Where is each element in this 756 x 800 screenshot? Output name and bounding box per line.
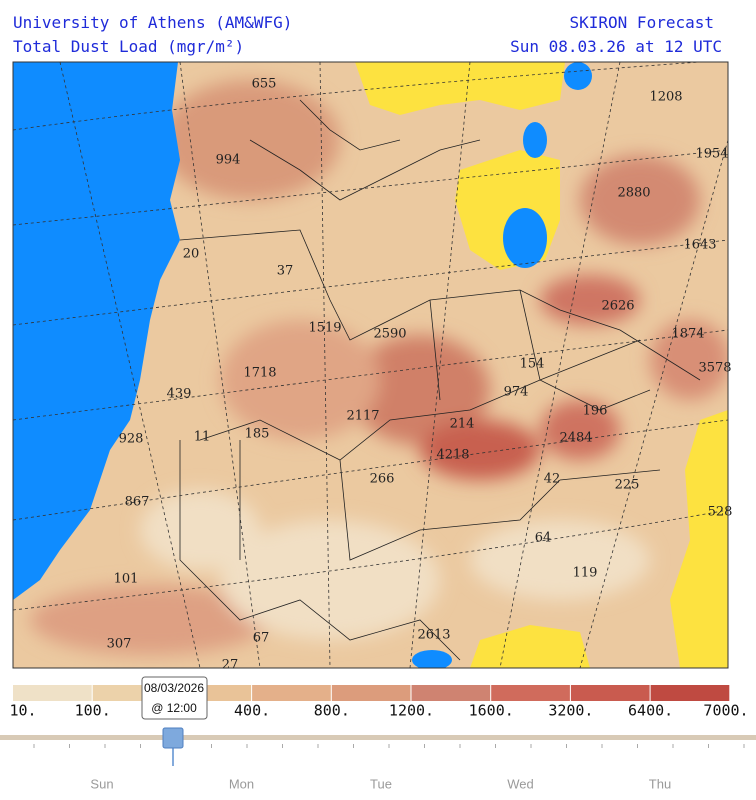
day-labels: Sun Mon Tue Wed Thu (90, 776, 671, 791)
legend-swatch (650, 685, 730, 701)
map-value: 867 (125, 495, 150, 510)
map-value: 2613 (417, 628, 450, 643)
map-labels: 655 994 20 37 1519 2590 1718 439 928 11 185 2117 214… (107, 77, 733, 673)
graticule (13, 62, 728, 668)
legend-label: 1200. (389, 702, 434, 720)
map-value: 11 (194, 430, 211, 445)
map-value: 2590 (373, 327, 406, 342)
map-value: 101 (114, 572, 139, 587)
legend-swatch (570, 685, 650, 701)
map-value: 4218 (436, 448, 469, 463)
legend-label: 3200. (548, 702, 593, 720)
tooltip-date: 08/03/2026 (144, 681, 204, 695)
day-label: Mon (229, 776, 254, 791)
map-value: 655 (252, 77, 277, 92)
map-value: 2626 (601, 299, 634, 314)
map-value: 214 (450, 417, 475, 432)
map-frame (12, 61, 729, 669)
map-value: 307 (107, 637, 132, 652)
map-value: 994 (216, 153, 241, 168)
legend-label: 800. (314, 702, 350, 720)
sea (503, 208, 547, 268)
map-value: 928 (119, 432, 144, 447)
map-value: 225 (615, 478, 640, 493)
legend-label: 7000. (703, 702, 748, 720)
map-value: 1208 (649, 90, 682, 105)
map-value: 266 (370, 472, 395, 487)
map-value: 1519 (308, 321, 341, 336)
tooltip-time: @ 12:00 (151, 701, 197, 715)
clean-area (355, 62, 565, 115)
clean-area (670, 410, 728, 668)
day-label: Sun (90, 776, 113, 791)
sea (523, 122, 547, 158)
map-value: 528 (708, 505, 733, 520)
day-label: Tue (370, 776, 392, 791)
valid-time: Sun 08.03.26 at 12 UTC (510, 37, 722, 56)
legend-swatch (491, 685, 570, 701)
legend-label: 400. (234, 702, 270, 720)
tooltip (141, 676, 208, 720)
slider-track[interactable] (0, 735, 756, 740)
map-value: 2484 (559, 431, 592, 446)
product: Total Dust Load (mgr/m²) (13, 37, 244, 56)
map-value: 37 (277, 264, 294, 279)
map-value: 20 (183, 247, 200, 262)
day-label: Thu (649, 776, 671, 791)
day-label: Wed (507, 776, 534, 791)
map-value: 2117 (346, 409, 379, 424)
map-value: 119 (573, 566, 598, 581)
slider-ticks (33, 744, 745, 748)
map-value: 1874 (671, 327, 704, 342)
sea (412, 650, 452, 668)
legend-swatch (252, 685, 331, 701)
map-value: 1954 (695, 147, 728, 162)
map-value: 154 (520, 357, 545, 372)
map-value: 3578 (698, 361, 731, 376)
dust-shading (30, 80, 728, 655)
map-value: 67 (253, 631, 270, 646)
ocean (13, 62, 180, 600)
legend-label: 1600. (469, 702, 514, 720)
legend-label: 100. (75, 702, 111, 720)
map-value: 2880 (617, 186, 650, 201)
legend-swatch (411, 685, 491, 701)
sea (564, 62, 592, 90)
legend: 10. 100. 400. 800. 1200. 1600. 3200. 6400. 7000. (9, 685, 749, 720)
clean-area (470, 625, 590, 668)
legend-swatch (13, 685, 92, 701)
slider-handle[interactable] (162, 727, 184, 749)
map-value: 1718 (243, 366, 276, 381)
model: SKIRON Forecast (570, 13, 715, 32)
borders (179, 99, 701, 661)
map (13, 62, 728, 668)
legend-swatch (331, 685, 411, 701)
map-value: 185 (245, 427, 270, 442)
map-value: 64 (535, 531, 552, 546)
map-value: 974 (504, 385, 529, 400)
map-value: 27 (222, 658, 239, 673)
map-value: 1643 (683, 238, 716, 253)
legend-label: 10. (9, 702, 36, 720)
institution: University of Athens (AM&WFG) (13, 13, 292, 32)
legend-label: 6400. (628, 702, 673, 720)
map-value: 439 (167, 387, 192, 402)
map-value: 42 (544, 472, 561, 487)
map-value: 196 (583, 404, 608, 419)
